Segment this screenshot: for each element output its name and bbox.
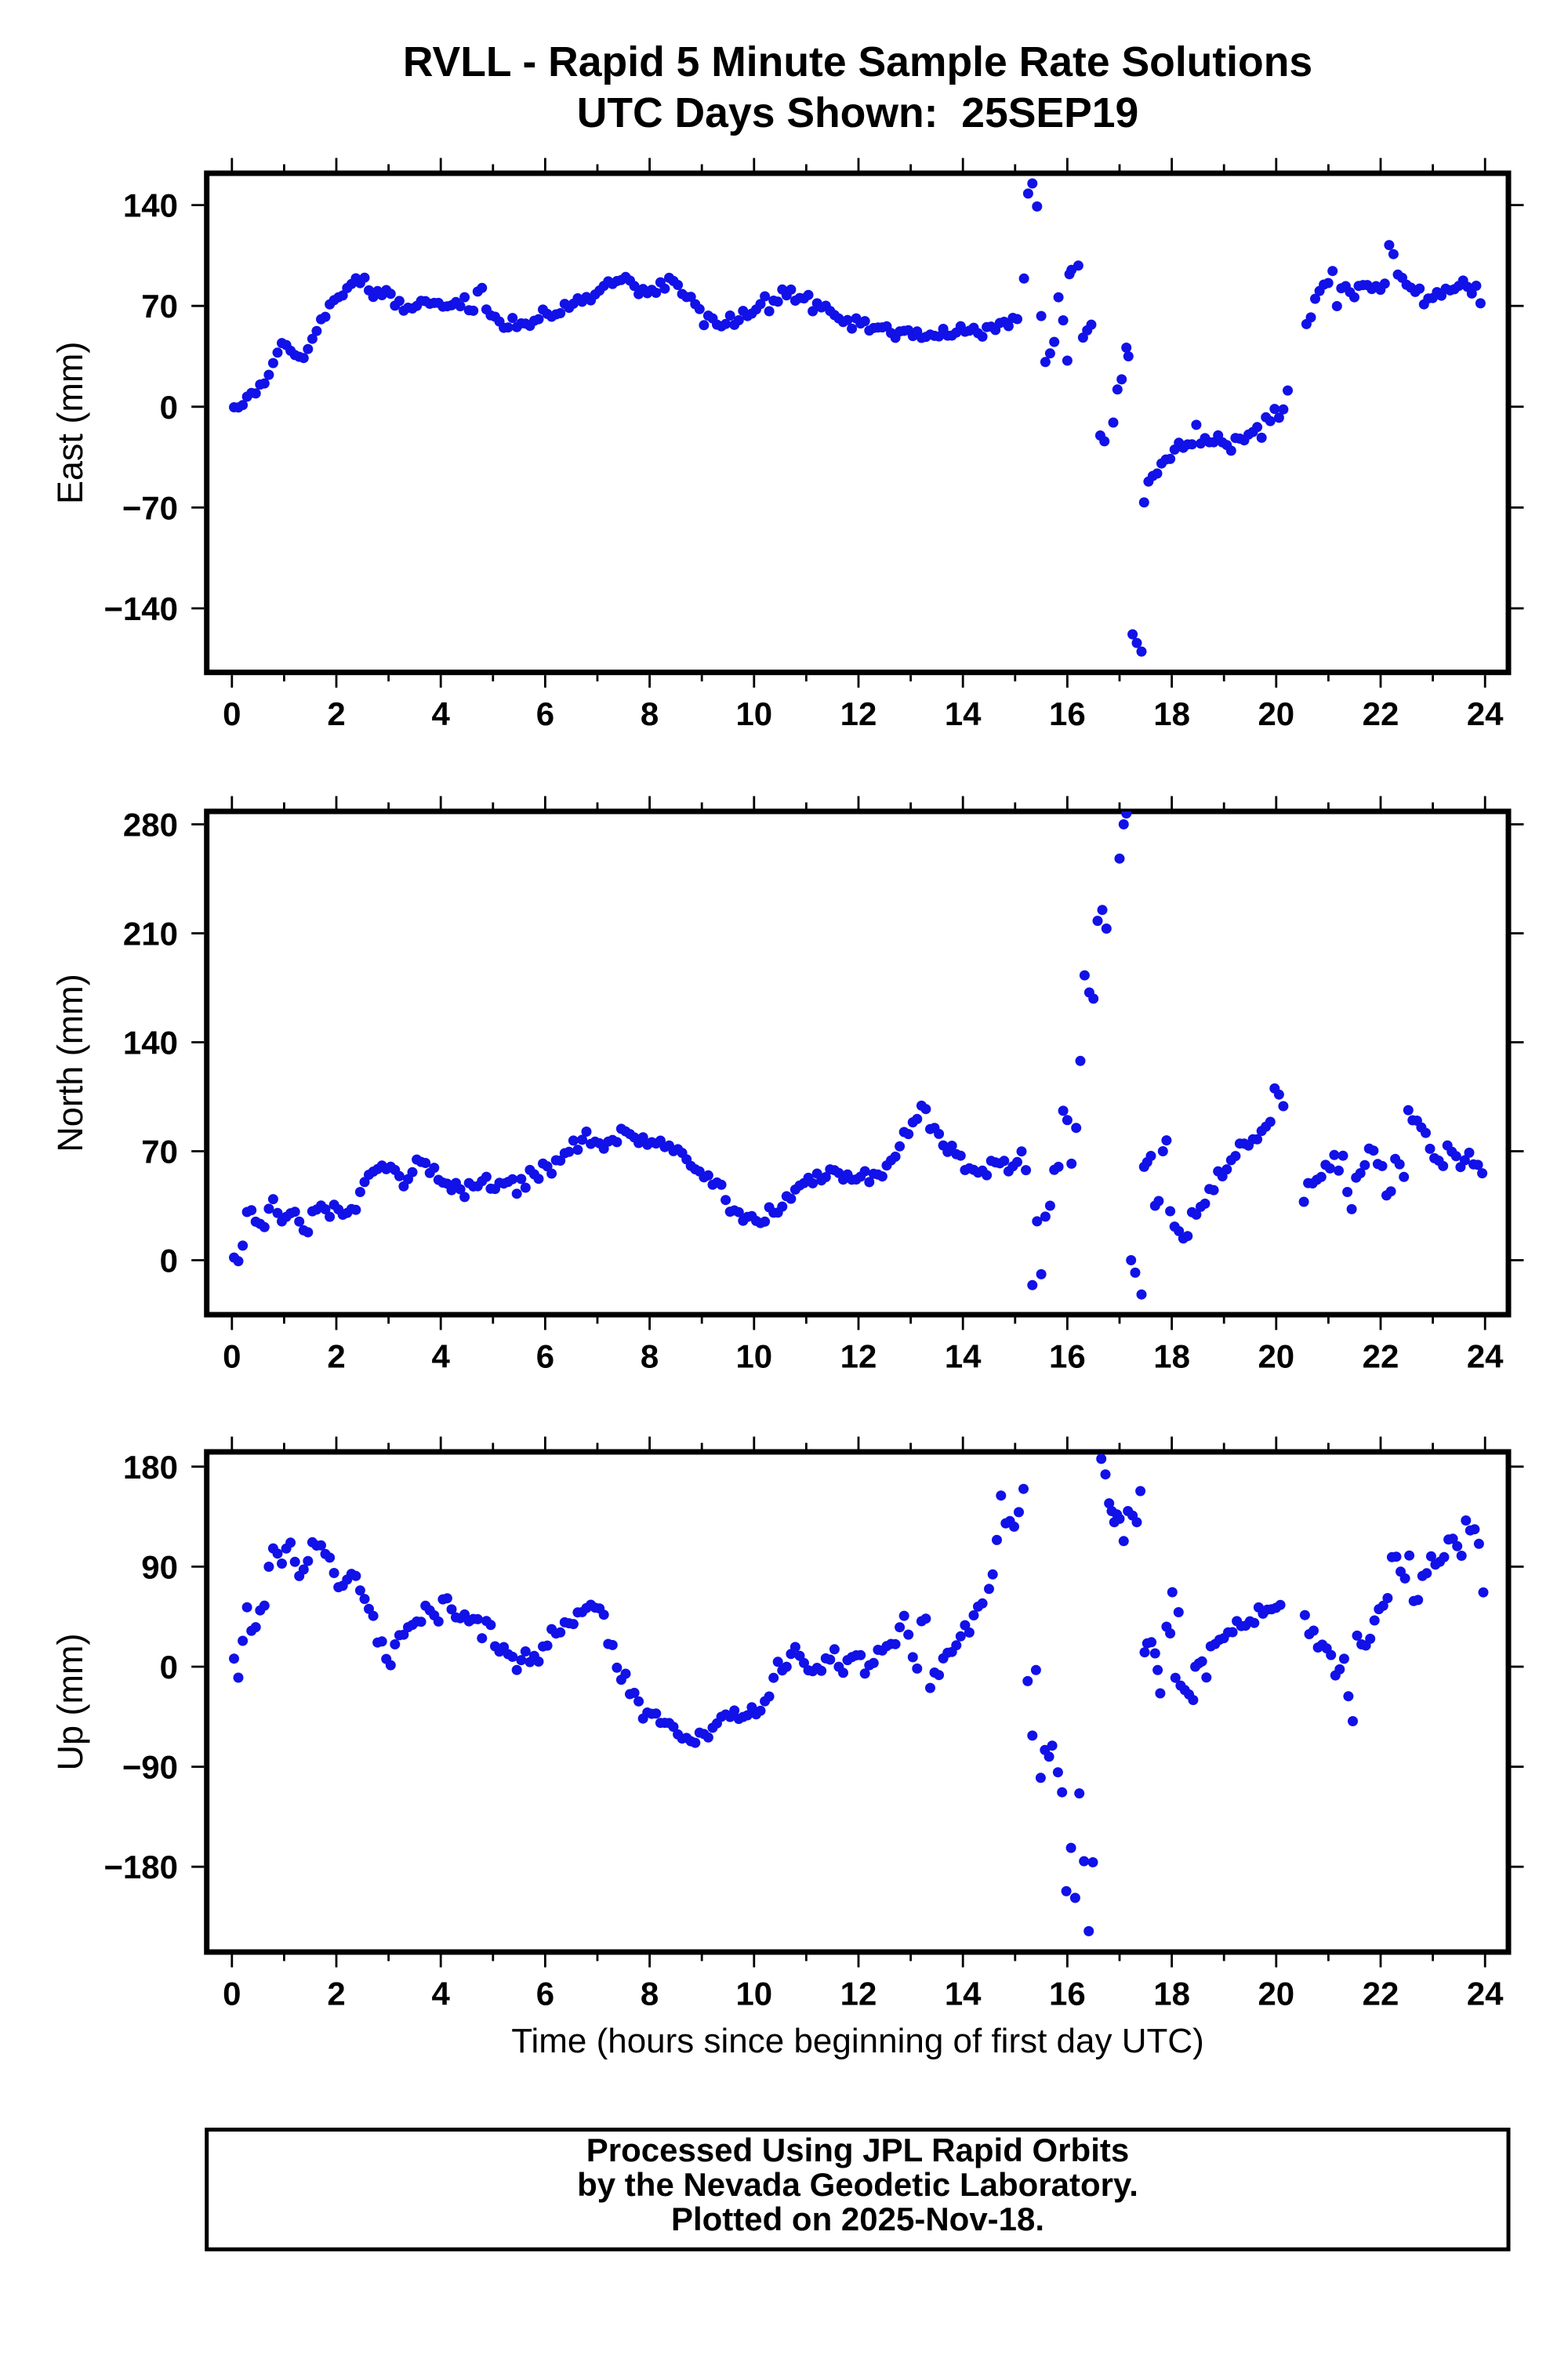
svg-text:14: 14: [945, 1976, 982, 2012]
svg-text:East (mm): East (mm): [50, 342, 90, 505]
svg-text:70: 70: [141, 288, 178, 325]
svg-text:8: 8: [641, 1338, 659, 1375]
svg-text:22: 22: [1363, 1338, 1399, 1375]
svg-text:140: 140: [123, 1025, 178, 1061]
svg-text:10: 10: [735, 1338, 772, 1375]
svg-text:0: 0: [160, 389, 178, 426]
svg-text:Time (hours since beginning of: Time (hours since beginning of first day…: [511, 2022, 1204, 2060]
svg-text:14: 14: [945, 1338, 982, 1375]
svg-text:140: 140: [123, 187, 178, 224]
svg-text:12: 12: [840, 1976, 877, 2012]
svg-text:2: 2: [327, 1338, 345, 1375]
svg-text:0: 0: [223, 1976, 241, 2012]
svg-text:0: 0: [160, 1649, 178, 1686]
svg-text:Up (mm): Up (mm): [50, 1634, 90, 1771]
svg-text:18: 18: [1153, 695, 1190, 732]
svg-text:24: 24: [1467, 695, 1504, 732]
svg-text:2: 2: [327, 695, 345, 732]
svg-text:10: 10: [735, 1976, 772, 2012]
svg-text:4: 4: [432, 695, 451, 732]
svg-text:−90: −90: [122, 1749, 178, 1786]
svg-text:20: 20: [1258, 1338, 1294, 1375]
svg-text:0: 0: [223, 1338, 241, 1375]
svg-text:22: 22: [1363, 1976, 1399, 2012]
svg-text:24: 24: [1467, 1338, 1504, 1375]
svg-text:210: 210: [123, 916, 178, 953]
svg-text:16: 16: [1049, 1338, 1086, 1375]
svg-text:18: 18: [1153, 1976, 1190, 2012]
svg-text:16: 16: [1049, 1976, 1086, 2012]
svg-text:4: 4: [432, 1976, 451, 2012]
svg-text:8: 8: [641, 1976, 659, 2012]
svg-text:12: 12: [840, 1338, 877, 1375]
svg-text:12: 12: [840, 695, 877, 732]
svg-text:6: 6: [536, 1976, 554, 2012]
svg-text:2: 2: [327, 1976, 345, 2012]
svg-text:24: 24: [1467, 1976, 1504, 2012]
svg-text:−140: −140: [103, 590, 178, 627]
svg-text:0: 0: [223, 695, 241, 732]
svg-text:4: 4: [432, 1338, 451, 1375]
svg-text:Plotted on 2025-Nov-18.: Plotted on 2025-Nov-18.: [671, 2201, 1044, 2237]
svg-text:Processed Using JPL Rapid Orbi: Processed Using JPL Rapid Orbits: [586, 2132, 1129, 2168]
svg-text:RVLL - Rapid 5 Minute Sample R: RVLL - Rapid 5 Minute Sample Rate Soluti…: [403, 39, 1312, 85]
svg-text:0: 0: [160, 1243, 178, 1279]
svg-text:20: 20: [1258, 1976, 1294, 2012]
svg-text:8: 8: [641, 695, 659, 732]
svg-text:90: 90: [141, 1548, 178, 1585]
svg-text:16: 16: [1049, 695, 1086, 732]
svg-text:180: 180: [123, 1449, 178, 1486]
svg-text:−180: −180: [103, 1849, 178, 1885]
svg-text:UTC Days Shown: 25SEP19: UTC Days Shown: 25SEP19: [577, 90, 1139, 136]
svg-text:6: 6: [536, 1338, 554, 1375]
svg-text:70: 70: [141, 1134, 178, 1170]
svg-text:10: 10: [735, 695, 772, 732]
svg-text:18: 18: [1153, 1338, 1190, 1375]
svg-text:6: 6: [536, 695, 554, 732]
svg-text:North (mm): North (mm): [50, 974, 90, 1152]
svg-text:22: 22: [1363, 695, 1399, 732]
svg-text:14: 14: [945, 695, 982, 732]
svg-text:20: 20: [1258, 695, 1294, 732]
svg-text:280: 280: [123, 807, 178, 844]
svg-text:−70: −70: [122, 489, 178, 526]
svg-text:by the Nevada Geodetic Laborat: by the Nevada Geodetic Laboratory.: [577, 2166, 1138, 2203]
